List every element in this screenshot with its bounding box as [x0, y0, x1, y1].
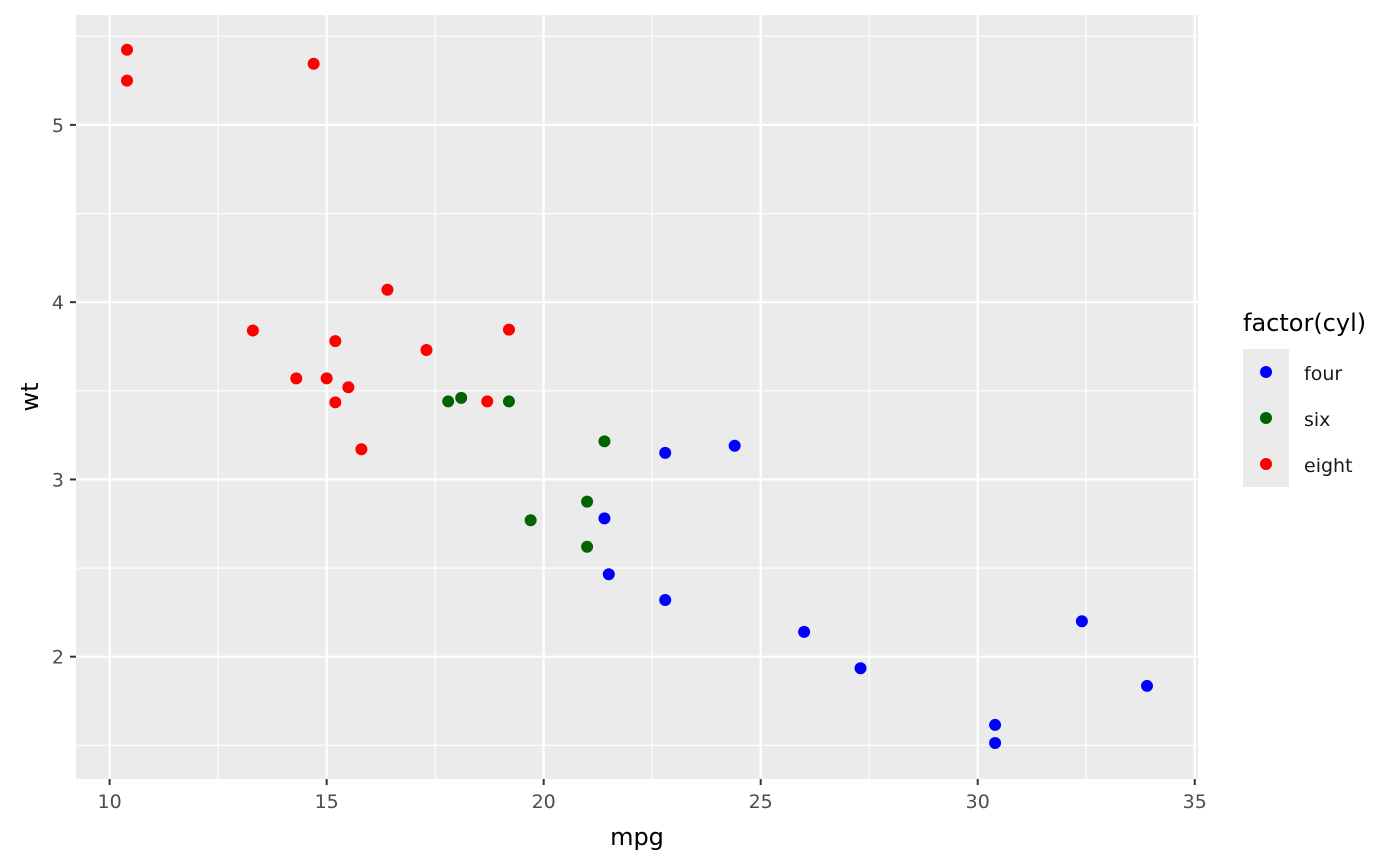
data-point-eight: [420, 344, 433, 357]
data-point-four: [1141, 679, 1153, 692]
data-point-four: [659, 446, 672, 459]
data-point-four: [989, 718, 1002, 731]
data-point-four: [602, 568, 615, 581]
data-point-eight: [502, 323, 515, 336]
legend-title: factor(cyl): [1243, 309, 1366, 337]
y-axis: 2 3 4 5: [52, 115, 76, 669]
legend-label-six: six: [1304, 409, 1330, 431]
data-point-eight: [246, 324, 259, 337]
data-point-six: [455, 391, 468, 404]
data-point-eight: [329, 396, 342, 409]
data-point-eight: [320, 372, 333, 385]
data-point-four: [989, 737, 1002, 750]
legend-key-six: [1260, 412, 1272, 424]
legend: factor(cyl) four six eight: [1243, 309, 1366, 487]
data-point-six: [581, 495, 594, 508]
y-tick-label: 3: [52, 469, 64, 491]
plot-panel: [76, 15, 1198, 779]
data-point-four: [798, 625, 811, 638]
data-point-eight: [355, 443, 368, 456]
data-point-four: [728, 439, 741, 452]
x-tick-label: 35: [1183, 791, 1207, 813]
x-tick-label: 25: [749, 791, 773, 813]
data-point-eight: [290, 372, 303, 385]
data-point-eight: [329, 335, 342, 348]
data-point-six: [502, 395, 515, 408]
x-tick-label: 30: [966, 791, 990, 813]
data-point-eight: [381, 283, 394, 296]
data-point-four: [598, 512, 611, 525]
y-tick-label: 5: [52, 115, 64, 137]
data-point-six: [598, 435, 611, 448]
x-tick-label: 15: [315, 791, 339, 813]
legend-label-eight: eight: [1304, 455, 1353, 477]
legend-key-four: [1260, 366, 1272, 378]
legend-label-four: four: [1304, 363, 1342, 385]
y-tick-label: 2: [52, 647, 64, 669]
y-axis-title: wt: [16, 382, 44, 411]
major-gridlines: [76, 15, 1198, 779]
data-point-eight: [121, 43, 133, 56]
x-axis-title: mpg: [610, 823, 664, 851]
x-axis: 10 15 20 25 30 35: [98, 779, 1207, 813]
data-point-eight: [481, 395, 494, 408]
x-tick-label: 10: [98, 791, 122, 813]
x-tick-label: 20: [532, 791, 556, 813]
legend-items: four six eight: [1260, 363, 1353, 477]
data-point-four: [1075, 615, 1088, 628]
data-point-six: [442, 395, 455, 408]
data-point-four: [854, 662, 867, 675]
data-point-six: [581, 540, 594, 553]
data-point-eight: [307, 57, 320, 70]
data-points: [121, 43, 1153, 750]
data-point-eight: [121, 74, 133, 87]
data-point-four: [659, 593, 672, 606]
minor-gridlines: [76, 15, 1198, 779]
y-tick-label: 4: [52, 292, 64, 314]
data-point-six: [524, 514, 537, 527]
data-point-eight: [342, 381, 355, 394]
legend-key-eight: [1260, 458, 1272, 470]
